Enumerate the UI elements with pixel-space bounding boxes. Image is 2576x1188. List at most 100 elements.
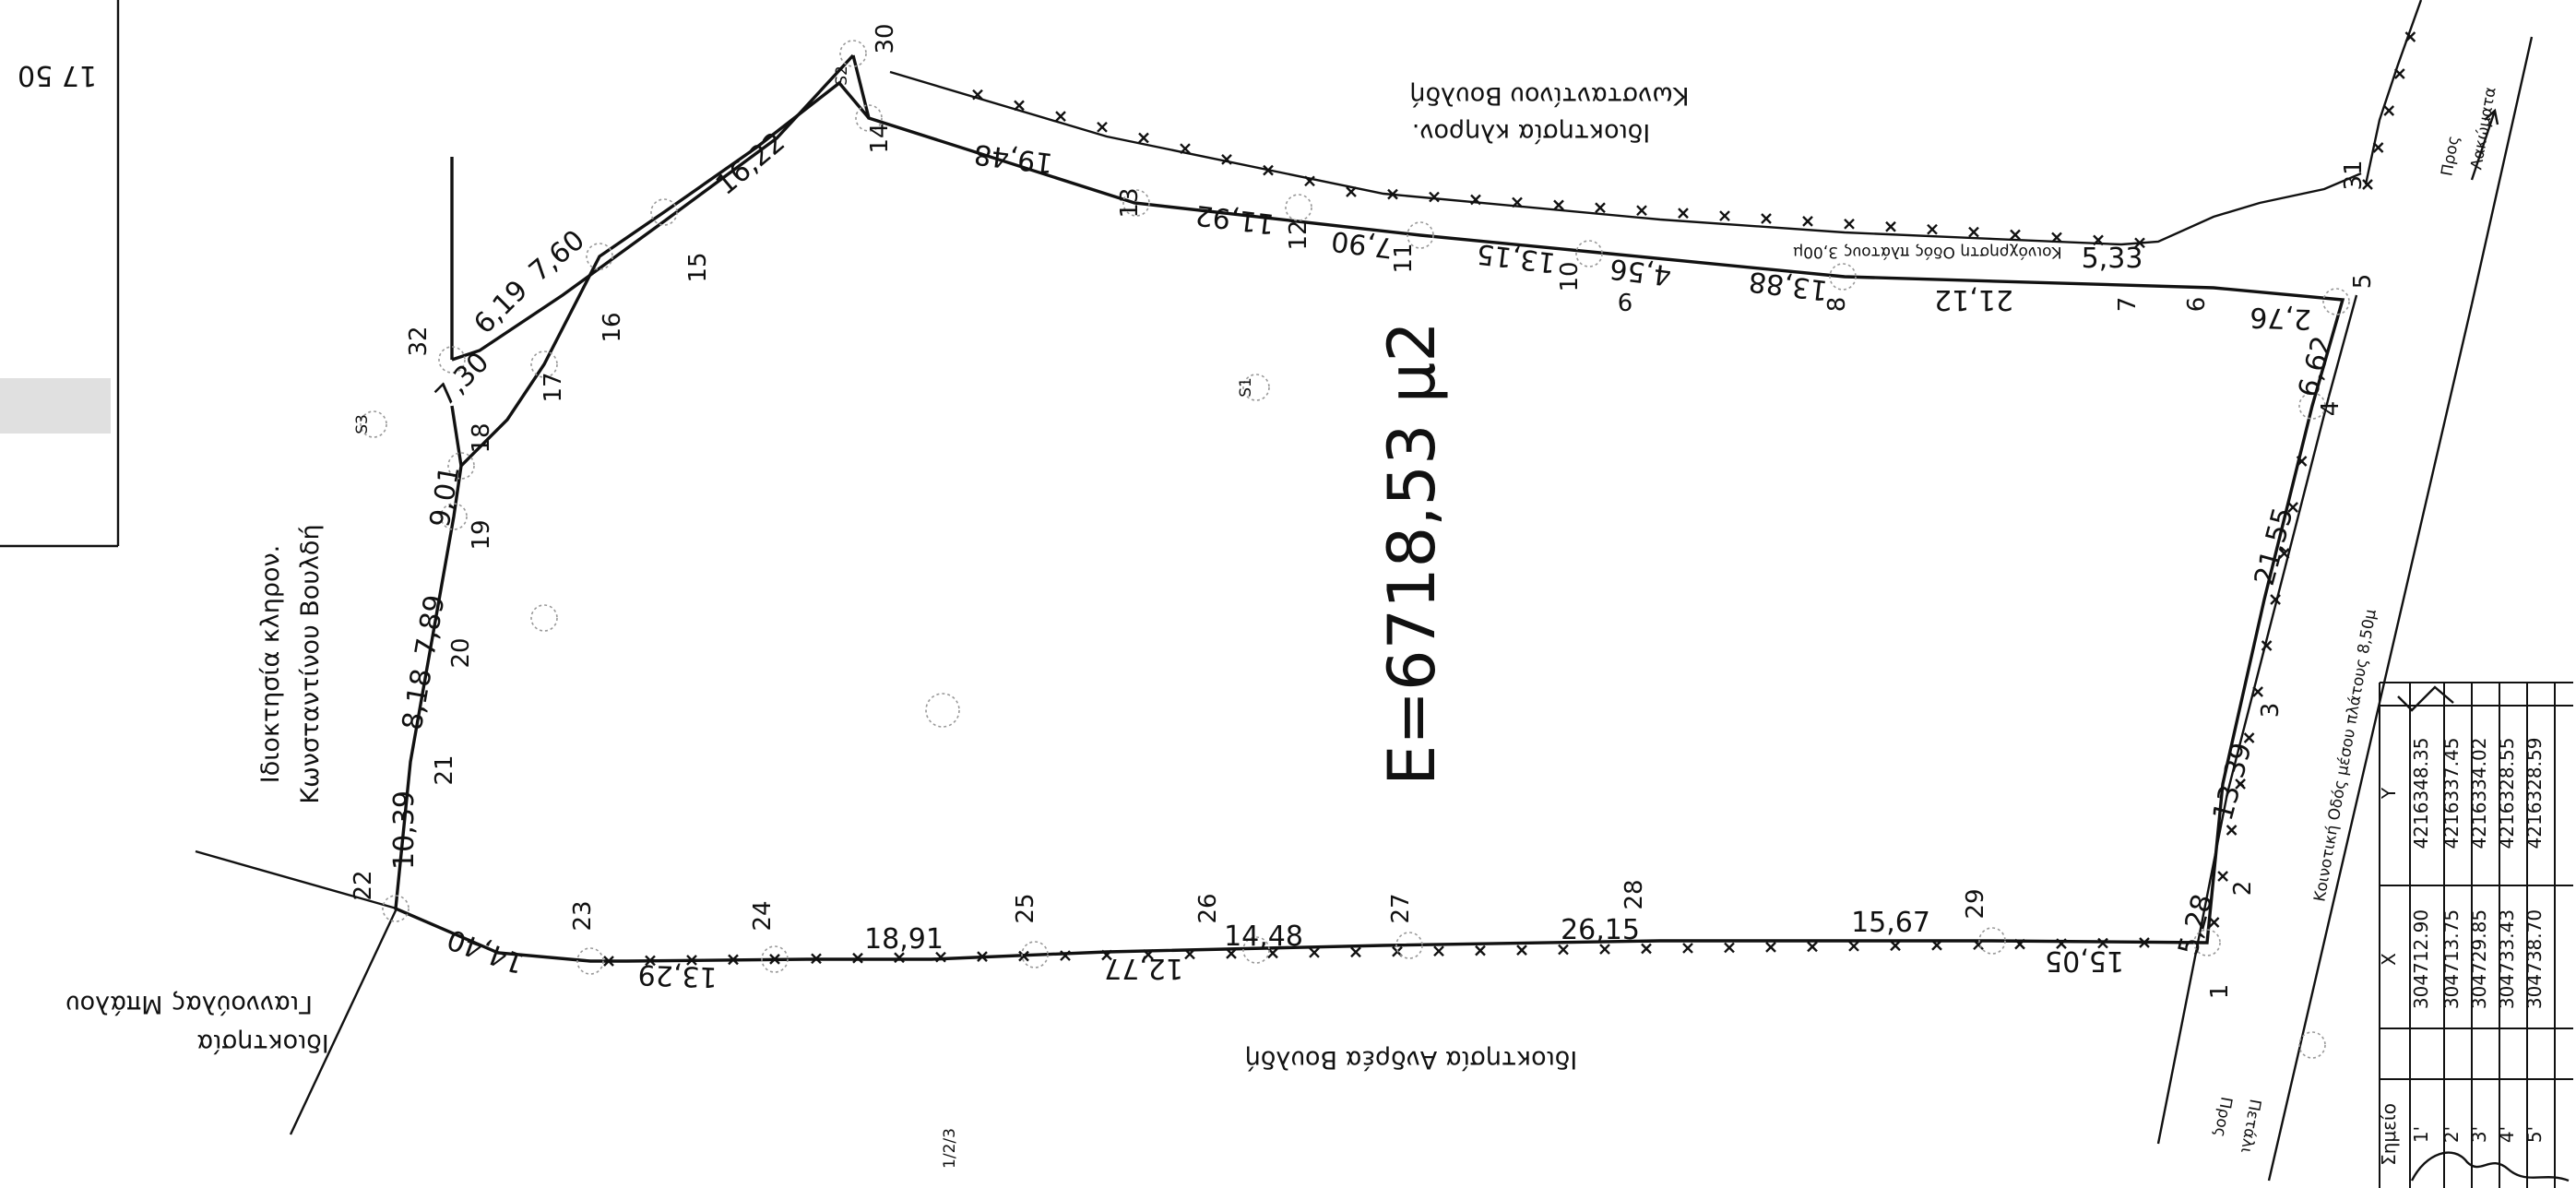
fence-mark (1885, 220, 1896, 232)
point-label-8: 8 (1823, 297, 1851, 313)
fence-mark (1641, 943, 1652, 955)
table-cell: X (2378, 953, 2400, 966)
owner-bottom-left-line2: Γιαννούλας Μπάλου (65, 990, 313, 1018)
fence-mark (1553, 199, 1564, 211)
dimension-label: 15,05 (2045, 944, 2124, 977)
sheet-fragment-text: 17 50 (18, 59, 97, 91)
owner-left-line1: Ιδιοκτησία κληρον. (256, 545, 285, 783)
point-label-26: 26 (1194, 893, 1222, 923)
fence-mark (2010, 229, 2021, 241)
fence-mark (1724, 942, 1735, 954)
fence-mark (1263, 164, 1274, 176)
table-cell: 304733.43 (2496, 909, 2518, 1009)
dimension-label: 7,90 (1330, 224, 1395, 264)
point-label-22: 22 (350, 870, 377, 900)
fence-mark (2139, 937, 2150, 948)
fence-mark (1055, 111, 1066, 122)
point-label-21: 21 (431, 754, 458, 785)
point-label-s3: S3 (353, 414, 372, 434)
fence-mark (2287, 502, 2298, 513)
fence-mark (2404, 31, 2416, 42)
dimension-label: 16,22 (710, 126, 791, 202)
fence-mark (935, 951, 946, 963)
point-label-2: 2 (2229, 881, 2257, 897)
fence-mark (2208, 917, 2220, 928)
svg-text:Προς: Προς (2210, 1095, 2235, 1138)
owner-left-line2: Κωνσταντίνου Βουλδή (296, 524, 325, 803)
point-label-24: 24 (749, 900, 777, 931)
dimension-label: 14,40 (443, 922, 528, 980)
point-label-32: 32 (405, 326, 433, 356)
point-label-31: 31 (2340, 160, 2368, 190)
dimension-label: 18,91 (864, 923, 944, 956)
table-cell: 3' (2468, 1126, 2490, 1143)
table-cell: 4216328.59 (2523, 738, 2546, 849)
dimension-label: 8,18 (397, 666, 439, 732)
table-cell: 4216334.02 (2468, 738, 2490, 849)
area-label: E=6718,53 μ2 (1374, 321, 1450, 786)
fence-mark (1226, 948, 1237, 959)
fence-mark (2235, 778, 2246, 790)
dimension-label: 13,39 (2207, 740, 2259, 825)
fence-mark (1512, 196, 1523, 208)
fence-mark (1350, 946, 1361, 958)
fence-mark (1429, 191, 1440, 203)
owner-bottom: Ιδιοκτησία Ανδρέα Βουλδή (1245, 1045, 1578, 1074)
fence-mark (1138, 132, 1149, 144)
point-label-18: 18 (468, 422, 495, 453)
fence-mark (2296, 456, 2308, 467)
dimension-label: 19,48 (972, 137, 1055, 179)
point-label-7: 7 (2114, 297, 2142, 313)
scribble-note: 1/2/3 (941, 1128, 959, 1169)
top-road-label: Κοινόχρηστη Οδός πλάτους 3,00μ (1793, 243, 2062, 261)
point-label-15: 15 (684, 252, 712, 282)
fence-mark (2217, 871, 2228, 882)
dimension-label: 6,62 (2292, 333, 2339, 401)
point-label-19: 19 (468, 519, 495, 550)
check-mark (2397, 685, 2454, 712)
fence-mark (1221, 154, 1232, 165)
dimension-label: 6,19 (468, 274, 534, 340)
fence-mark (1558, 944, 1569, 956)
fence-mark (2014, 938, 2025, 950)
dimension-label: 14,48 (1224, 921, 1303, 953)
table-cell: 2' (2440, 1126, 2463, 1143)
dimension-label: 7,60 (523, 224, 591, 289)
fence-mark (1060, 950, 1071, 961)
coordinate-table: Σημείο X Y 1' 304712.90 4216348.35 2' 304713.75… (2378, 682, 2573, 1188)
fence-mark (686, 955, 697, 966)
fence-mark (1387, 188, 1398, 200)
fence-mark (2097, 937, 2108, 949)
point-label-3: 3 (2257, 703, 2285, 719)
svg-text:Λακώματα: Λακώματα (2467, 86, 2499, 172)
point-label-14: 14 (866, 123, 894, 153)
dimension-label: 5,33 (2082, 243, 2143, 275)
fence-mark (2362, 179, 2373, 190)
fence-mark (1014, 100, 1025, 112)
table-cell: 4216337.45 (2440, 738, 2463, 849)
dimension-label: 13,88 (1747, 265, 1830, 306)
point-label-11: 11 (1390, 243, 1418, 273)
fence-mark (1678, 208, 1689, 219)
point-label-17: 17 (540, 372, 567, 402)
point-label-s2: S2 (833, 65, 851, 86)
fence-mark (1807, 941, 1818, 953)
table-cell: Y (2378, 787, 2400, 800)
owner-top-line2: Κωνσταντίνου Βουλδή (1409, 81, 1689, 110)
fence-mark (1433, 945, 1444, 957)
dimension-label: 11,92 (1193, 198, 1276, 240)
fence-mark (1304, 175, 1315, 187)
dimension-label: 21,55 (2249, 505, 2300, 589)
fence-mark (1765, 942, 1776, 953)
point-label-12: 12 (1285, 220, 1312, 250)
left-sheet-fragment: 17 50 (0, 0, 120, 548)
fence-mark (1599, 944, 1610, 955)
table-cell: 4216348.35 (2410, 738, 2432, 849)
point-label-5: 5 (2349, 274, 2377, 290)
table-cell: 5' (2523, 1126, 2546, 1143)
owner-bottom-left-line1: Ιδιοκτησία (196, 1028, 328, 1057)
point-label-28: 28 (1620, 879, 1648, 909)
fence-mark (2393, 68, 2405, 79)
point-label-16: 16 (599, 312, 626, 342)
